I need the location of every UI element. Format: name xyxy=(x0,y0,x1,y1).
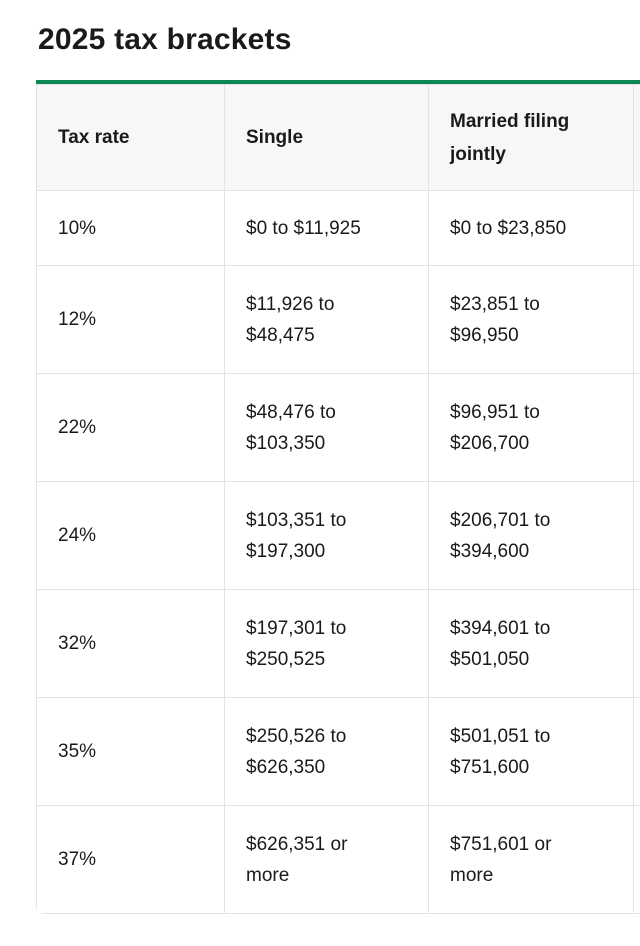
table-row: 10% $0 to $11,925 $0 to $23,850 xyxy=(37,191,640,266)
table-row: 35% $250,526 to $626,350 $501,051 to $75… xyxy=(37,698,640,806)
cell-tax-rate: 10% xyxy=(37,191,225,266)
page-title: 2025 tax brackets xyxy=(38,22,640,58)
cell-clipped xyxy=(634,698,640,806)
table-row: 22% $48,476 to $103,350 $96,951 to $206,… xyxy=(37,374,640,482)
cell-single-range: $626,351 or more xyxy=(225,806,429,914)
cell-single-range: $250,526 to $626,350 xyxy=(225,698,429,806)
table-row: 24% $103,351 to $197,300 $206,701 to $39… xyxy=(37,482,640,590)
cell-single-range: $0 to $11,925 xyxy=(225,191,429,266)
cell-married-range: $0 to $23,850 xyxy=(429,191,634,266)
table-header-row: Tax rate Single Married filing jointly xyxy=(37,85,640,191)
column-header-clipped xyxy=(634,85,640,191)
cell-married-range: $501,051 to $751,600 xyxy=(429,698,634,806)
cell-tax-rate: 22% xyxy=(37,374,225,482)
column-header-married-filing-jointly: Married filing jointly xyxy=(429,85,634,191)
column-header-tax-rate: Tax rate xyxy=(37,85,225,191)
cell-clipped xyxy=(634,590,640,698)
cell-tax-rate: 12% xyxy=(37,266,225,374)
cell-clipped xyxy=(634,374,640,482)
cell-clipped xyxy=(634,266,640,374)
cell-clipped xyxy=(634,806,640,914)
cell-tax-rate: 24% xyxy=(37,482,225,590)
cell-married-range: $394,601 to $501,050 xyxy=(429,590,634,698)
table-row: 32% $197,301 to $250,525 $394,601 to $50… xyxy=(37,590,640,698)
tax-brackets-table-container: Tax rate Single Married filing jointly 1… xyxy=(36,80,640,914)
table-row: 12% $11,926 to $48,475 $23,851 to $96,95… xyxy=(37,266,640,374)
cell-married-range: $751,601 or more xyxy=(429,806,634,914)
cell-clipped xyxy=(634,191,640,266)
cell-single-range: $103,351 to $197,300 xyxy=(225,482,429,590)
cell-married-range: $96,951 to $206,700 xyxy=(429,374,634,482)
cell-single-range: $11,926 to $48,475 xyxy=(225,266,429,374)
cell-tax-rate: 32% xyxy=(37,590,225,698)
cell-single-range: $48,476 to $103,350 xyxy=(225,374,429,482)
cell-tax-rate: 37% xyxy=(37,806,225,914)
cell-married-range: $23,851 to $96,950 xyxy=(429,266,634,374)
column-header-single: Single xyxy=(225,85,429,191)
cell-tax-rate: 35% xyxy=(37,698,225,806)
cell-married-range: $206,701 to $394,600 xyxy=(429,482,634,590)
table-row: 37% $626,351 or more $751,601 or more xyxy=(37,806,640,914)
tax-brackets-table: Tax rate Single Married filing jointly 1… xyxy=(36,84,640,914)
cell-clipped xyxy=(634,482,640,590)
cell-single-range: $197,301 to $250,525 xyxy=(225,590,429,698)
